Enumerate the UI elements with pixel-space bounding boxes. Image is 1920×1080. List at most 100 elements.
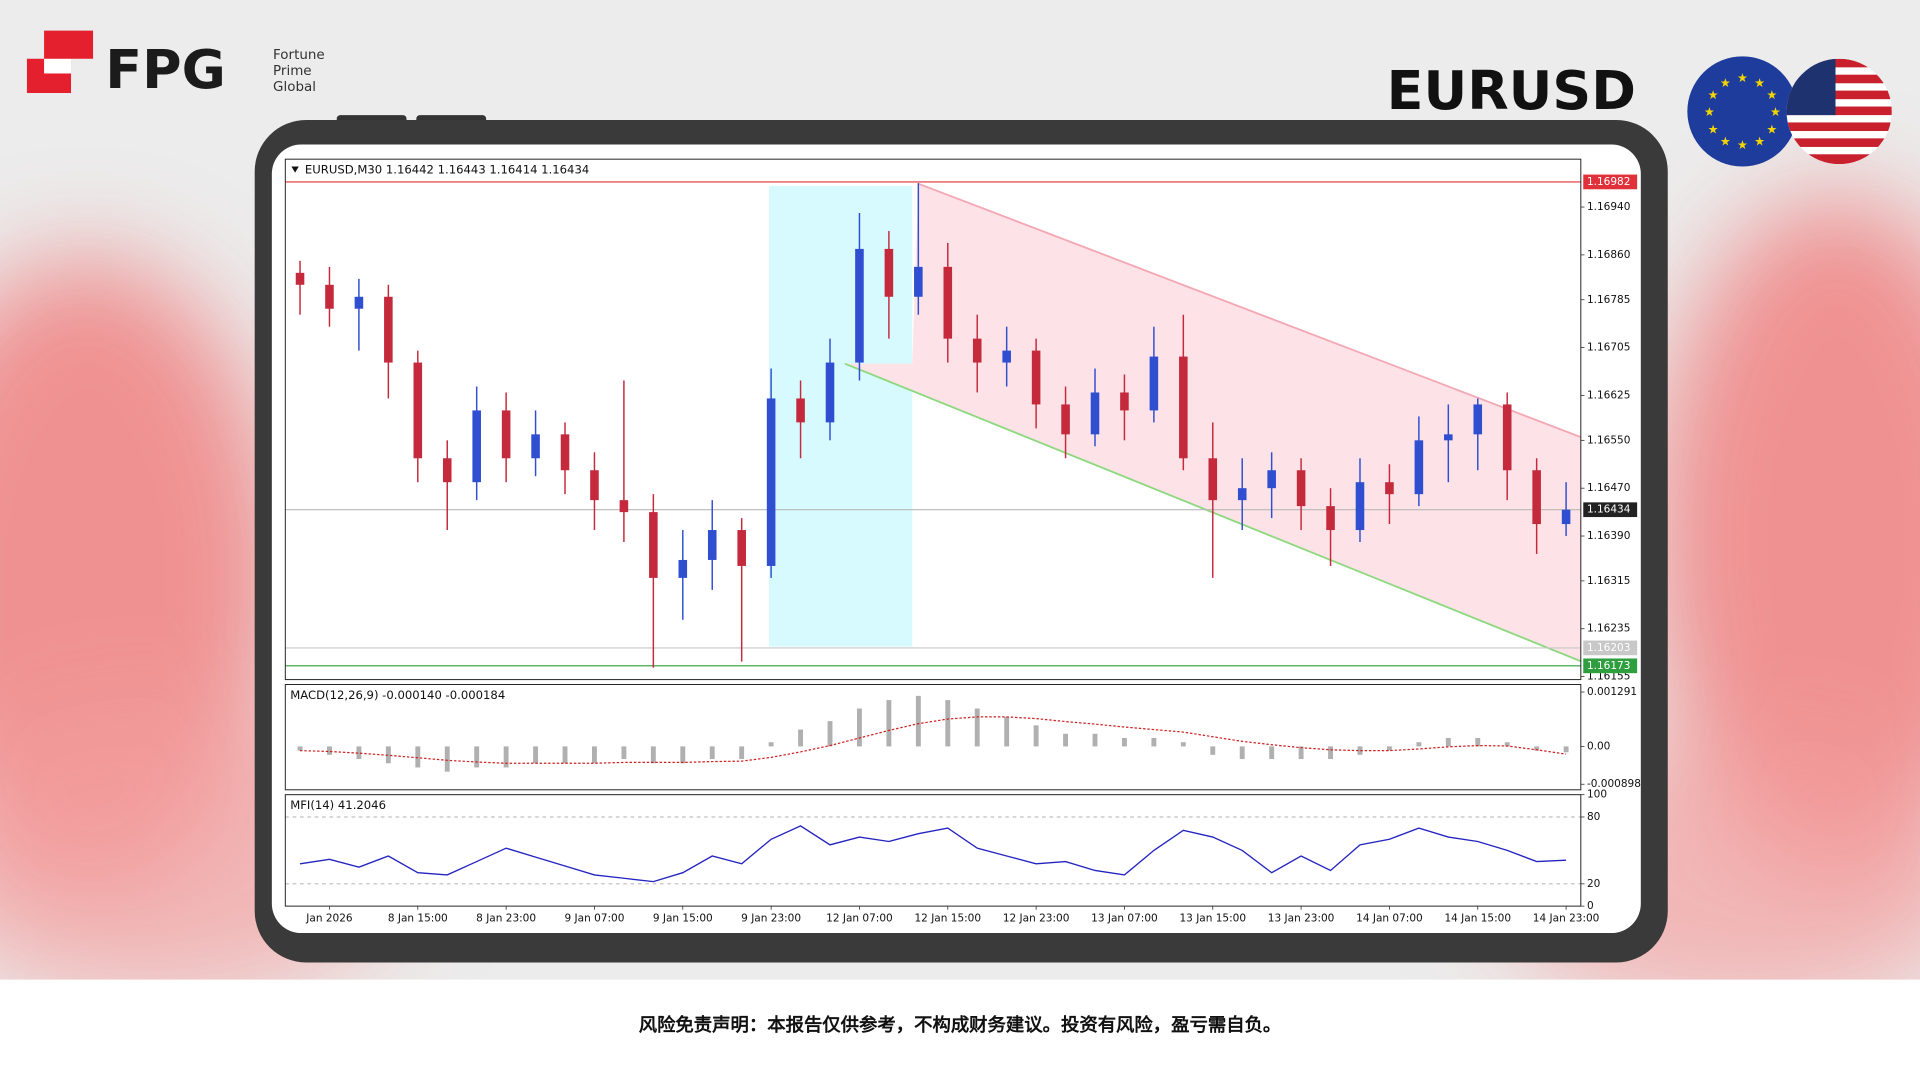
macd-bar	[1004, 716, 1010, 747]
candle-body	[707, 530, 717, 560]
macd-bar	[768, 742, 774, 747]
macd-bar	[1298, 746, 1304, 760]
panel-title: EURUSD,M30 1.16442 1.16443 1.16414 1.164…	[305, 163, 589, 177]
macd-bar	[1328, 746, 1333, 760]
macd-bar	[709, 746, 715, 760]
macd-bar	[474, 746, 480, 768]
x-tick-label: 12 Jan 07:00	[826, 912, 893, 924]
macd-bar	[1563, 746, 1569, 753]
macd-bar	[739, 746, 745, 760]
symbol: EURUSD	[1387, 59, 1636, 122]
mfi-line	[299, 825, 1567, 883]
logo-sub: Global	[273, 80, 316, 95]
macd-bar	[974, 708, 980, 747]
svg-text:★: ★	[1720, 76, 1731, 90]
y-tick-label: 0	[1587, 900, 1594, 912]
macd-bar	[945, 700, 951, 747]
logo-sub: Fortune	[273, 48, 325, 63]
svg-text:★: ★	[1708, 88, 1719, 102]
candle-body	[1061, 404, 1070, 435]
candle-body	[325, 284, 334, 309]
y-tick-label: 1.16315	[1587, 575, 1631, 587]
x-tick-label: 12 Jan 15:00	[914, 912, 981, 924]
svg-text:★: ★	[1737, 71, 1748, 85]
y-tick-label: 1.16940	[1587, 201, 1631, 213]
macd-bar	[680, 746, 686, 764]
x-tick-label: 9 Jan 07:00	[565, 912, 625, 924]
macd-bar	[798, 729, 804, 747]
frame	[284, 794, 1582, 907]
candle-body	[943, 266, 953, 339]
x-tick-label: 9 Jan 23:00	[741, 912, 801, 924]
us-flag	[1786, 58, 1892, 165]
candle-body	[1561, 509, 1571, 525]
level-label: 1.16982	[1587, 176, 1631, 188]
svg-text:★: ★	[1770, 105, 1781, 119]
x-tick-label: 14 Jan 23:00	[1533, 912, 1600, 924]
y-tick-label: 1.16470	[1587, 482, 1631, 494]
macd-bar	[444, 746, 450, 772]
macd-bar	[827, 721, 833, 747]
macd-bar	[1033, 725, 1039, 747]
y-tick-label: 1.16235	[1587, 623, 1631, 635]
svg-text:★: ★	[1708, 122, 1719, 136]
macd-bar	[1534, 746, 1540, 751]
candle-body	[442, 458, 452, 483]
frame	[284, 684, 1582, 791]
disclaimer: 风险免责声明：本报告仅供参考，不构成财务建议。投资有风险，盈亏需自负。	[639, 1014, 1282, 1036]
candle-body	[1296, 470, 1306, 507]
macd-bar	[915, 695, 921, 747]
macd-bar	[503, 746, 509, 768]
macd-bar	[1357, 746, 1363, 755]
macd-bar	[1180, 742, 1186, 747]
candle-body	[972, 338, 982, 363]
candle-body	[1414, 440, 1424, 495]
candle-body	[560, 434, 570, 471]
svg-text:★: ★	[1766, 88, 1777, 102]
y-tick-label: 1.16705	[1587, 342, 1631, 354]
y-tick-label: 1.16550	[1587, 434, 1631, 446]
macd-bar	[1121, 737, 1127, 747]
macd-bar	[385, 746, 391, 764]
candle-body	[1267, 470, 1276, 489]
candle-body	[472, 410, 481, 483]
x-tick-label: 12 Jan 23:00	[1003, 912, 1070, 924]
svg-text:★: ★	[1737, 138, 1748, 152]
eu-flag: ★ ★★★ ★★★★ ★★★★	[1687, 56, 1798, 167]
candle-body	[914, 266, 923, 297]
y-tick-label: 1.16860	[1587, 249, 1631, 261]
macd-bar	[857, 708, 862, 747]
y-tick-label: 1.16390	[1587, 530, 1631, 542]
macd-bar	[1210, 746, 1216, 755]
y-tick-label: 100	[1587, 789, 1607, 801]
y-tick-label: 20	[1587, 878, 1600, 890]
y-tick-label: 0.00	[1587, 740, 1610, 752]
y-tick-label: 0.001291	[1587, 686, 1637, 698]
candle-body	[1002, 350, 1011, 363]
svg-text:★: ★	[1720, 135, 1731, 149]
level-tag	[1583, 502, 1638, 518]
candle-body	[1120, 392, 1129, 411]
macd-bar	[886, 700, 892, 747]
svg-text:★: ★	[1704, 105, 1715, 119]
macd-bar	[297, 746, 303, 751]
candle-body	[1532, 470, 1541, 525]
svg-text:★: ★	[1754, 76, 1765, 90]
candle-body	[1179, 356, 1188, 459]
candle-body	[796, 398, 805, 423]
level-tag	[1583, 658, 1638, 674]
macd-bar	[1239, 746, 1245, 760]
macd-bar	[1504, 742, 1510, 747]
candle-body	[1385, 482, 1394, 495]
macd-bar	[327, 746, 332, 755]
level-label: 1.16203	[1587, 642, 1631, 654]
frame	[284, 158, 1582, 681]
candle-body	[590, 470, 599, 501]
macd-bar	[415, 746, 421, 768]
svg-text:★: ★	[1766, 122, 1777, 136]
candle-body	[1090, 392, 1100, 435]
macd-bar	[356, 746, 362, 760]
candle-body	[737, 530, 746, 566]
